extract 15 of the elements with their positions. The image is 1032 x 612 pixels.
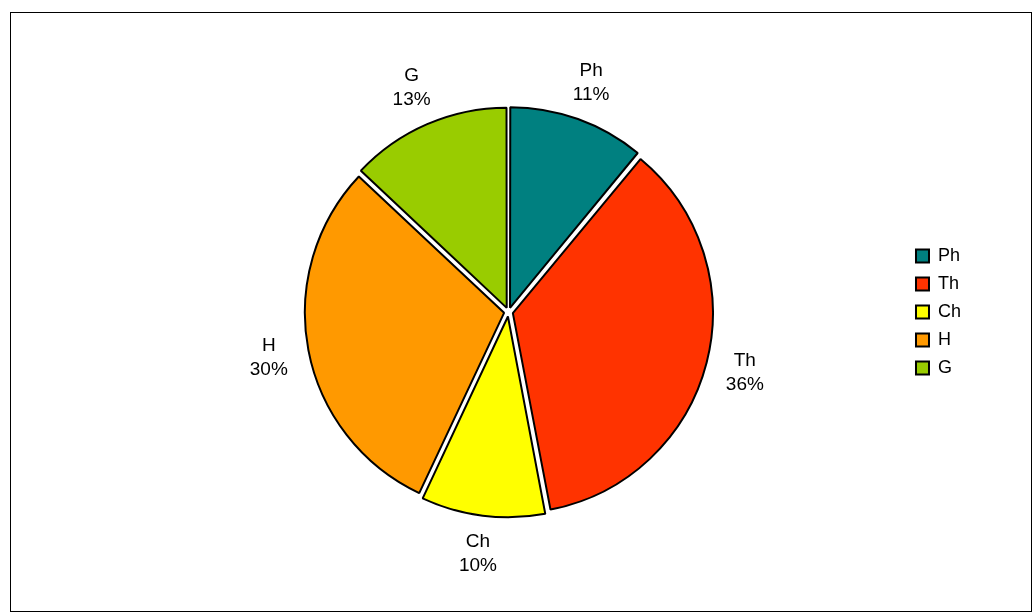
legend-label: Th (937, 272, 960, 293)
legend-label: H (937, 328, 951, 349)
data-label: 10% (458, 554, 498, 576)
legend-label: Ch (937, 300, 962, 321)
data-label: 30% (249, 357, 288, 379)
legend-label: Ph (937, 244, 961, 265)
slice-label: Th (733, 348, 756, 370)
slice-label: Ph (579, 58, 603, 80)
legend-label: G (937, 356, 953, 377)
data-label: 11% (572, 82, 610, 104)
slice-label: G (404, 64, 419, 86)
data-label: 36% (725, 372, 764, 394)
data-label: 13% (392, 88, 431, 110)
slice-label: H (261, 333, 276, 355)
slice-label: Ch (465, 530, 491, 552)
